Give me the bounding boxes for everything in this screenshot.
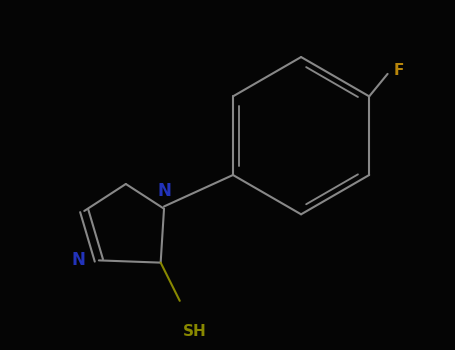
Text: N: N	[72, 251, 86, 270]
Text: SH: SH	[183, 324, 207, 339]
Text: N: N	[157, 182, 171, 200]
Text: F: F	[393, 63, 404, 78]
